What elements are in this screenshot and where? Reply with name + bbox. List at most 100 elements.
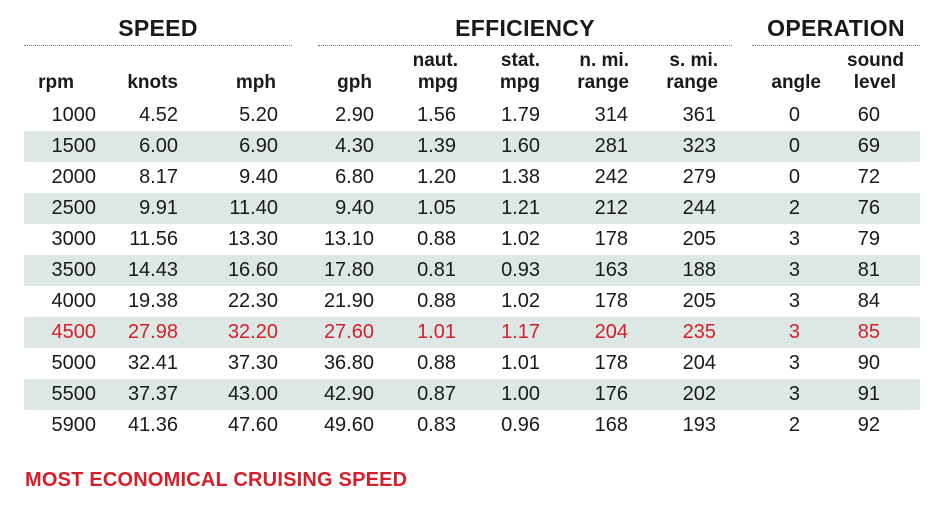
cell-n-mi-range: 281 (594, 135, 628, 157)
cell-stat-mpg: 1.79 (501, 104, 540, 126)
cell-rpm: 2500 (51, 197, 97, 219)
cell-sound-level: 72 (857, 166, 880, 188)
cell-mph: 37.30 (227, 352, 278, 374)
cell-s-mi-range: 323 (682, 135, 716, 157)
cell-gph: 9.40 (335, 197, 374, 219)
cell-knots: 4.52 (139, 104, 178, 126)
col-head-naut-mpg-top: naut. (412, 50, 458, 71)
cell-knots: 19.38 (127, 290, 178, 312)
cell-gph: 13.10 (323, 228, 374, 250)
cell-rpm: 1000 (51, 104, 97, 126)
cell-knots: 9.91 (139, 197, 178, 219)
cell-mph: 16.60 (227, 259, 278, 281)
cell-s-mi-range: 205 (682, 290, 716, 312)
cell-rpm: 5000 (51, 352, 97, 374)
cell-gph: 49.60 (323, 414, 374, 436)
table-row: 1000 4.52 5.20 2.90 1.56 1.79 314 361 0 60 (24, 100, 920, 131)
cell-s-mi-range: 205 (682, 228, 716, 250)
cell-rpm: 4000 (51, 290, 97, 312)
cell-angle: 0 (788, 166, 800, 188)
cell-stat-mpg: 0.93 (501, 259, 540, 281)
group-title-operation: OPERATION (767, 15, 905, 41)
cell-n-mi-range: 178 (594, 290, 628, 312)
cell-n-mi-range: 212 (594, 197, 628, 219)
cell-naut-mpg: 0.88 (417, 228, 456, 250)
col-head-sound-level: level (853, 72, 896, 93)
col-head-sound-level-top: sound (847, 50, 904, 71)
cell-s-mi-range: 244 (682, 197, 716, 219)
cell-gph: 4.30 (335, 135, 374, 157)
cell-s-mi-range: 361 (682, 104, 716, 126)
group-title-efficiency: EFFICIENCY (455, 15, 595, 41)
cell-mph: 5.20 (239, 104, 278, 126)
speed-divider (24, 45, 292, 46)
cell-naut-mpg: 1.39 (417, 135, 456, 157)
col-head-s-mi-range: range (666, 72, 718, 93)
cell-n-mi-range: 178 (594, 352, 628, 374)
cell-n-mi-range: 204 (594, 321, 628, 343)
cell-rpm: 3500 (51, 259, 97, 281)
cell-mph: 43.00 (227, 383, 278, 405)
data-table-body: 1000 4.52 5.20 2.90 1.56 1.79 314 361 0 60 1500 6.0… (24, 100, 920, 441)
cell-stat-mpg: 1.21 (501, 197, 540, 219)
cell-gph: 21.90 (323, 290, 374, 312)
cell-angle: 2 (788, 197, 800, 219)
cell-angle: 3 (788, 290, 800, 312)
cell-naut-mpg: 0.81 (417, 259, 456, 281)
table-row: 3000 11.56 13.30 13.10 0.88 1.02 178 205 3 79 (24, 224, 920, 255)
cell-rpm: 2000 (51, 166, 97, 188)
cell-mph: 13.30 (227, 228, 278, 250)
cell-n-mi-range: 168 (594, 414, 628, 436)
cell-angle: 3 (788, 228, 800, 250)
col-head-angle: angle (771, 72, 821, 93)
cell-s-mi-range: 204 (682, 352, 716, 374)
cell-mph: 11.40 (229, 197, 278, 219)
cell-knots: 27.98 (127, 321, 178, 343)
cell-knots: 8.17 (139, 166, 178, 188)
cell-mph: 6.90 (239, 135, 278, 157)
cell-stat-mpg: 1.02 (501, 290, 540, 312)
cell-naut-mpg: 0.83 (417, 414, 456, 436)
cell-stat-mpg: 1.01 (501, 352, 540, 374)
cell-knots: 32.41 (127, 352, 178, 374)
col-head-knots: knots (127, 72, 178, 93)
cell-rpm: 1500 (51, 135, 97, 157)
cell-knots: 14.43 (127, 259, 178, 281)
cell-n-mi-range: 163 (594, 259, 628, 281)
col-head-rpm: rpm (38, 72, 74, 93)
col-head-gph: gph (337, 72, 372, 93)
cell-naut-mpg: 1.01 (417, 321, 456, 343)
cell-mph: 32.20 (227, 321, 278, 343)
cell-s-mi-range: 279 (682, 166, 716, 188)
table-row: 3500 14.43 16.60 17.80 0.81 0.93 163 188 3 81 (24, 255, 920, 286)
cell-stat-mpg: 1.17 (501, 321, 540, 343)
cell-rpm: 5900 (51, 414, 97, 436)
table-row: 4500 27.98 32.20 27.60 1.01 1.17 204 235 3 85 (24, 317, 920, 348)
col-head-n-mi-range: range (577, 72, 629, 93)
cell-mph: 9.40 (239, 166, 278, 188)
cell-sound-level: 92 (857, 414, 880, 436)
cell-rpm: 3000 (51, 228, 97, 250)
cell-sound-level: 69 (857, 135, 880, 157)
col-head-stat-mpg: mpg (499, 72, 540, 93)
col-head-s-mi-range-top: s. mi. (669, 50, 718, 71)
cell-mph: 47.60 (227, 414, 278, 436)
cell-naut-mpg: 0.88 (417, 290, 456, 312)
cell-s-mi-range: 202 (682, 383, 716, 405)
cell-naut-mpg: 0.88 (417, 352, 456, 374)
cell-naut-mpg: 0.87 (417, 383, 456, 405)
cell-knots: 6.00 (139, 135, 178, 157)
cell-knots: 41.36 (127, 414, 178, 436)
footnote-legend: MOST ECONOMICAL CRUISING SPEED (25, 469, 408, 491)
table-row: 5000 32.41 37.30 36.80 0.88 1.01 178 204 3 90 (24, 348, 920, 379)
table-row: 2500 9.91 11.40 9.40 1.05 1.21 212 244 2 76 (24, 193, 920, 224)
cell-sound-level: 85 (857, 321, 880, 343)
cell-gph: 36.80 (323, 352, 374, 374)
group-title-speed: SPEED (118, 15, 198, 41)
cell-n-mi-range: 178 (594, 228, 628, 250)
cell-angle: 2 (788, 414, 800, 436)
cell-angle: 3 (788, 259, 800, 281)
cell-gph: 27.60 (323, 321, 374, 343)
cell-angle: 3 (788, 383, 800, 405)
cell-angle: 3 (788, 321, 800, 343)
